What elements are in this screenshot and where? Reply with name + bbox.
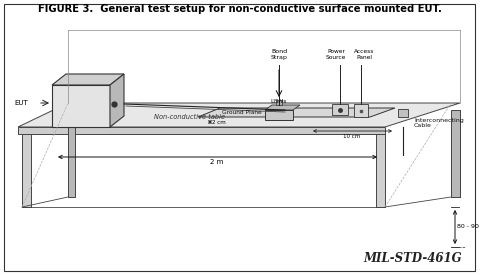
Text: 10 cm: 10 cm [343, 134, 360, 139]
Text: 80 - 90 cm: 80 - 90 cm [457, 224, 480, 230]
Polygon shape [198, 108, 395, 117]
Bar [451, 110, 460, 197]
Polygon shape [18, 127, 385, 134]
Text: MIL-STD-461G: MIL-STD-461G [363, 252, 462, 265]
Text: Ground Plane: Ground Plane [222, 109, 262, 114]
Text: LISNs: LISNs [271, 99, 287, 104]
Bar [52, 85, 110, 127]
Bar [276, 100, 282, 105]
Polygon shape [18, 103, 460, 127]
Text: Non-conductive table: Non-conductive table [155, 114, 226, 120]
Bar [265, 110, 293, 120]
Polygon shape [52, 74, 124, 85]
Text: Bond
Strap: Bond Strap [271, 49, 288, 60]
Bar [68, 110, 75, 197]
Text: Access
Panel: Access Panel [354, 49, 374, 60]
Text: FIGURE 3.  General test setup for non-conductive surface mounted EUT.: FIGURE 3. General test setup for non-con… [38, 4, 442, 14]
Bar [332, 104, 348, 115]
Text: 2 cm: 2 cm [212, 120, 226, 125]
Bar [22, 134, 31, 207]
Text: Interconnecting
Cable: Interconnecting Cable [414, 118, 464, 128]
Bar [398, 109, 408, 117]
Polygon shape [265, 105, 300, 110]
Text: 2 m: 2 m [210, 159, 224, 165]
Bar [354, 104, 368, 117]
Polygon shape [110, 74, 124, 127]
Text: EUT: EUT [14, 100, 28, 106]
Text: Power
Source: Power Source [326, 49, 346, 60]
Bar [376, 134, 385, 207]
